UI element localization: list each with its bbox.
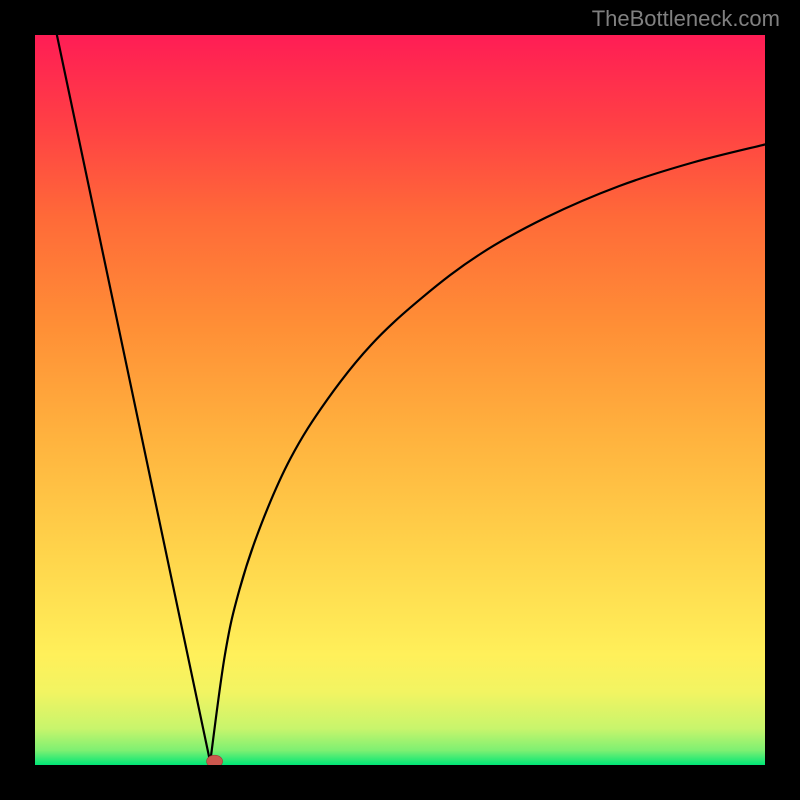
marker-dot — [207, 755, 223, 765]
frame-border — [765, 0, 800, 800]
frame-border — [0, 765, 800, 800]
plot-area — [35, 35, 765, 765]
frame-border — [0, 0, 35, 800]
watermark-text: TheBottleneck.com — [592, 6, 780, 32]
gradient-background — [35, 35, 765, 765]
chart-svg — [35, 35, 765, 765]
